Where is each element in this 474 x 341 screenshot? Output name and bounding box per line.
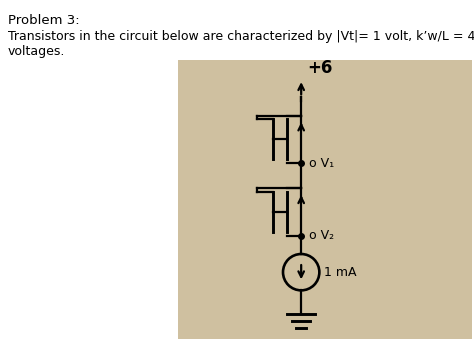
Text: Problem 3:: Problem 3: [8,14,80,27]
Text: o V₂: o V₂ [309,229,334,242]
Text: +6: +6 [307,59,333,77]
Text: 1 mA: 1 mA [324,266,357,279]
Text: Transistors in the circuit below are characterized by |Vt|= 1 volt, k’w/L = 4 mA: Transistors in the circuit below are cha… [8,30,474,58]
Bar [178,60,472,339]
Text: o V₁: o V₁ [309,157,334,169]
